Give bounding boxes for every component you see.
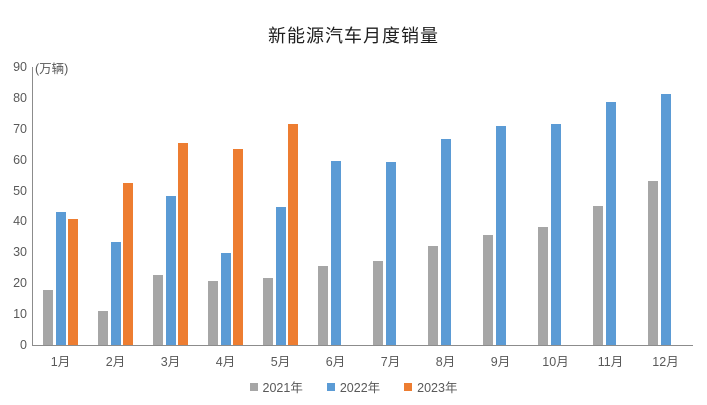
bar-2022年-10月	[550, 124, 561, 345]
x-axis-label-12月: 12月	[652, 355, 679, 369]
bar-2022年-7月	[385, 161, 396, 345]
x-axis-label-9月: 9月	[490, 355, 511, 369]
bar-2022年-5月	[275, 206, 286, 345]
bar-2023年-3月	[178, 143, 188, 345]
legend-label: 2022年	[339, 381, 381, 395]
x-axis-label-5月: 5月	[270, 355, 291, 369]
bar-2023年-5月	[288, 123, 298, 345]
legend-label: 2023年	[417, 381, 458, 395]
x-axis-label-6月: 6月	[325, 355, 346, 369]
bar-2021年-5月	[263, 277, 273, 345]
bar-2021年-3月	[153, 275, 163, 345]
bar-2022年-2月	[110, 241, 121, 345]
x-axis-label-10月: 10月	[542, 355, 569, 369]
bar-2022年-12月	[660, 93, 671, 345]
y-axis-tick-80: 80	[13, 90, 27, 105]
legend-label: 2021年	[262, 381, 303, 395]
legend-item-2021年: 2021年	[249, 377, 303, 396]
bar-2023年-2月	[123, 182, 133, 345]
x-axis-label-11月: 11月	[597, 355, 624, 369]
y-axis-tick-30: 30	[13, 245, 27, 260]
legend-swatch-icon	[326, 382, 335, 391]
bar-2021年-10月	[538, 226, 548, 345]
bar-2021年-6月	[318, 265, 328, 345]
bar-2022年-3月	[165, 195, 176, 345]
bar-2022年-6月	[330, 160, 341, 345]
plot-area: 1月 2月 3月 4月 5月 6月 7月 8月 9月 10月 11月 12月	[32, 67, 693, 369]
bar-2021年-4月	[208, 281, 218, 345]
y-axis-tick-50: 50	[13, 183, 27, 198]
y-axis-tick-20: 20	[13, 276, 27, 291]
bar-2022年-1月	[55, 211, 66, 345]
x-axis-label-7月: 7月	[380, 355, 401, 369]
bar-2021年-1月	[43, 289, 53, 345]
legend-item-2023年: 2023年	[404, 377, 457, 396]
legend-swatch-icon	[249, 382, 258, 391]
chart-title: 新能源汽车月度销量	[268, 26, 439, 47]
bar-2022年-8月	[440, 139, 451, 345]
y-axis-tick-70: 70	[13, 121, 27, 136]
x-axis-label-8月: 8月	[435, 355, 456, 369]
legend: 2021年 2022年 2023年	[0, 377, 707, 396]
bar-2021年-11月	[593, 206, 603, 345]
y-axis-tick-60: 60	[13, 152, 27, 167]
bar-2022年-4月	[220, 252, 231, 345]
bar-2021年-12月	[648, 180, 658, 345]
y-axis-tick-90: 90	[13, 60, 27, 74]
bar-2023年-1月	[68, 218, 78, 345]
x-axis-label-3月: 3月	[160, 355, 181, 369]
y-axis-tick-10: 10	[13, 307, 27, 322]
bar-2021年-7月	[373, 261, 383, 345]
x-axis-label-2月: 2月	[105, 355, 126, 369]
y-axis-tick-40: 40	[13, 214, 27, 229]
bar-2021年-2月	[98, 311, 108, 345]
legend-swatch-icon	[404, 382, 413, 391]
x-axis-label-1月: 1月	[50, 355, 71, 369]
x-axis-label-4月: 4月	[215, 355, 236, 369]
bar-2023年-4月	[233, 148, 243, 345]
bar-2021年-8月	[428, 245, 438, 345]
y-axis-tick-0: 0	[20, 338, 27, 352]
y-axis-unit-label: (万辆)	[35, 62, 69, 76]
bar-2022年-9月	[495, 126, 506, 345]
legend-item-2022年: 2022年	[326, 377, 381, 396]
bar-2021年-9月	[483, 234, 493, 345]
bar-2022年-11月	[605, 102, 616, 345]
